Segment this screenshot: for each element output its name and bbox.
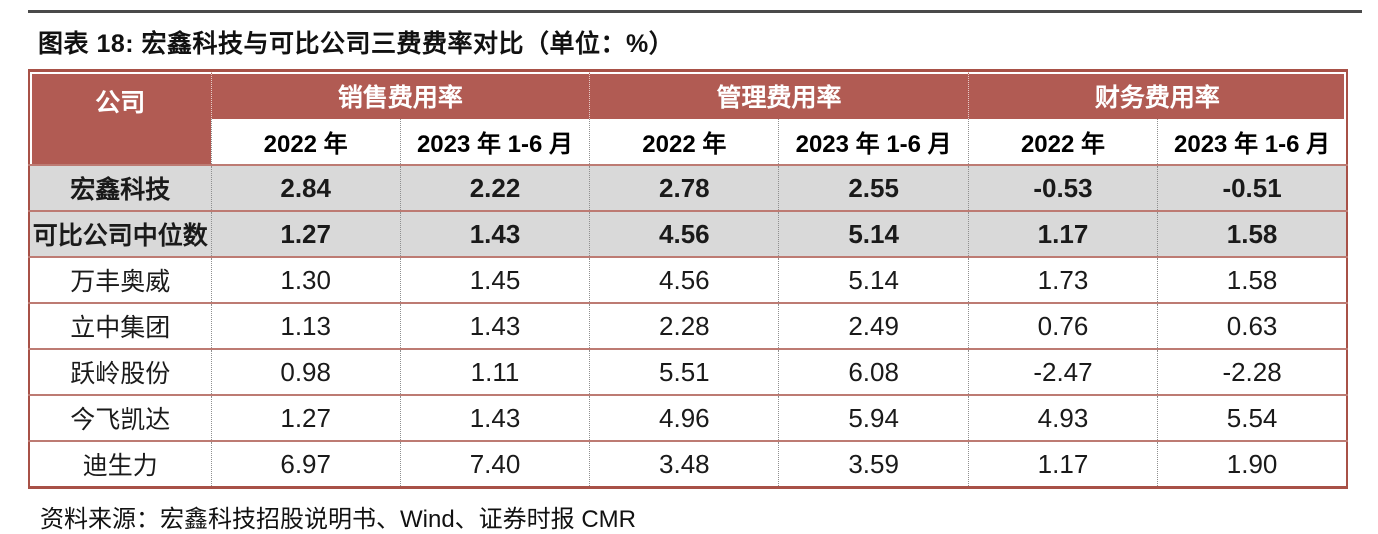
value-cell: 0.63 xyxy=(1157,302,1347,349)
group-header-admin: 管理费用率 xyxy=(589,70,969,119)
period-header-row: 2022 年 2023 年 1-6 月 2022 年 2023 年 1-6 月 … xyxy=(29,119,1347,165)
company-column-header: 公司 xyxy=(29,70,211,165)
value-cell: 1.58 xyxy=(1157,256,1347,303)
value-cell: 2.22 xyxy=(399,164,590,211)
value-cell: 4.93 xyxy=(967,394,1158,441)
period-header-cell: 2022 年 xyxy=(210,119,401,165)
value-cell: 1.17 xyxy=(967,440,1158,488)
value-cell: -0.51 xyxy=(1157,164,1347,211)
value-cell: 1.13 xyxy=(210,302,401,349)
table-row: 立中集团 1.13 1.43 2.28 2.49 0.76 0.63 xyxy=(29,302,1347,349)
value-cell: 1.43 xyxy=(399,394,590,441)
period-header-cell: 2023 年 1-6 月 xyxy=(399,119,590,165)
table-row: 今飞凯达 1.27 1.43 4.96 5.94 4.93 5.54 xyxy=(29,394,1347,441)
company-cell: 可比公司中位数 xyxy=(29,210,211,257)
table-row: 万丰奥威 1.30 1.45 4.56 5.14 1.73 1.58 xyxy=(29,256,1347,303)
value-cell: 2.84 xyxy=(210,164,401,211)
value-cell: 5.94 xyxy=(778,394,969,441)
company-cell: 宏鑫科技 xyxy=(29,164,211,211)
value-cell: 6.08 xyxy=(778,348,969,395)
figure-title: 图表 18: 宏鑫科技与可比公司三费费率对比（单位：%） xyxy=(38,30,675,58)
company-cell: 立中集团 xyxy=(29,302,211,349)
company-cell: 万丰奥威 xyxy=(29,256,211,303)
company-cell: 跃岭股份 xyxy=(29,348,211,395)
table-row: 可比公司中位数 1.27 1.43 4.56 5.14 1.17 1.58 xyxy=(29,210,1347,257)
value-cell: 1.43 xyxy=(399,210,590,257)
value-cell: 5.54 xyxy=(1157,394,1347,441)
value-cell: 7.40 xyxy=(399,440,590,488)
group-header-finance: 财务费用率 xyxy=(967,70,1347,119)
value-cell: 3.48 xyxy=(589,440,779,488)
period-header-cell: 2022 年 xyxy=(589,119,779,165)
value-cell: 2.55 xyxy=(778,164,969,211)
source-note: 资料来源：宏鑫科技招股说明书、Wind、证券时报 CMR xyxy=(40,506,637,533)
value-cell: 6.97 xyxy=(210,440,401,488)
value-cell: 1.43 xyxy=(399,302,590,349)
value-cell: 1.58 xyxy=(1157,210,1347,257)
table-row: 迪生力 6.97 7.40 3.48 3.59 1.17 1.90 xyxy=(29,440,1347,488)
table-row: 宏鑫科技 2.84 2.22 2.78 2.55 -0.53 -0.51 xyxy=(29,164,1347,211)
top-divider xyxy=(28,10,1362,13)
period-header-cell: 2022 年 xyxy=(967,119,1158,165)
value-cell: -2.47 xyxy=(967,348,1158,395)
value-cell: 1.73 xyxy=(967,256,1158,303)
value-cell: 4.96 xyxy=(589,394,779,441)
table-row: 跃岭股份 0.98 1.11 5.51 6.08 -2.47 -2.28 xyxy=(29,348,1347,395)
value-cell: 1.17 xyxy=(967,210,1158,257)
value-cell: 0.98 xyxy=(210,348,401,395)
value-cell: 5.14 xyxy=(778,210,969,257)
value-cell: 2.28 xyxy=(589,302,779,349)
value-cell: 1.27 xyxy=(210,394,401,441)
value-cell: 2.49 xyxy=(778,302,969,349)
value-cell: 5.14 xyxy=(778,256,969,303)
value-cell: 3.59 xyxy=(778,440,969,488)
report-figure: 图表 18: 宏鑫科技与可比公司三费费率对比（单位：%） 公司 销售费用率 管理… xyxy=(0,10,1378,534)
value-cell: -2.28 xyxy=(1157,348,1347,395)
period-header-cell: 2023 年 1-6 月 xyxy=(1157,119,1347,165)
value-cell: 2.78 xyxy=(589,164,779,211)
value-cell: 1.27 xyxy=(210,210,401,257)
company-cell: 今飞凯达 xyxy=(29,394,211,441)
company-cell: 迪生力 xyxy=(29,440,211,488)
table-body: 宏鑫科技 2.84 2.22 2.78 2.55 -0.53 -0.51 可比公司中位数 1.2… xyxy=(29,164,1347,488)
value-cell: 4.56 xyxy=(589,210,779,257)
period-header-cell: 2023 年 1-6 月 xyxy=(778,119,969,165)
value-cell: 1.11 xyxy=(399,348,590,395)
value-cell: 0.76 xyxy=(967,302,1158,349)
table-header: 公司 销售费用率 管理费用率 财务费用率 2022 年 2023 年 1-6 月… xyxy=(29,70,1347,165)
value-cell: 1.90 xyxy=(1157,440,1347,488)
value-cell: 5.51 xyxy=(589,348,779,395)
value-cell: 1.30 xyxy=(210,256,401,303)
group-header-sales: 销售费用率 xyxy=(210,70,590,119)
value-cell: 1.45 xyxy=(399,256,590,303)
value-cell: -0.53 xyxy=(967,164,1158,211)
group-header-row: 公司 销售费用率 管理费用率 财务费用率 xyxy=(29,70,1347,165)
value-cell: 4.56 xyxy=(589,256,779,303)
expense-ratio-table: 公司 销售费用率 管理费用率 财务费用率 2022 年 2023 年 1-6 月… xyxy=(28,69,1348,489)
